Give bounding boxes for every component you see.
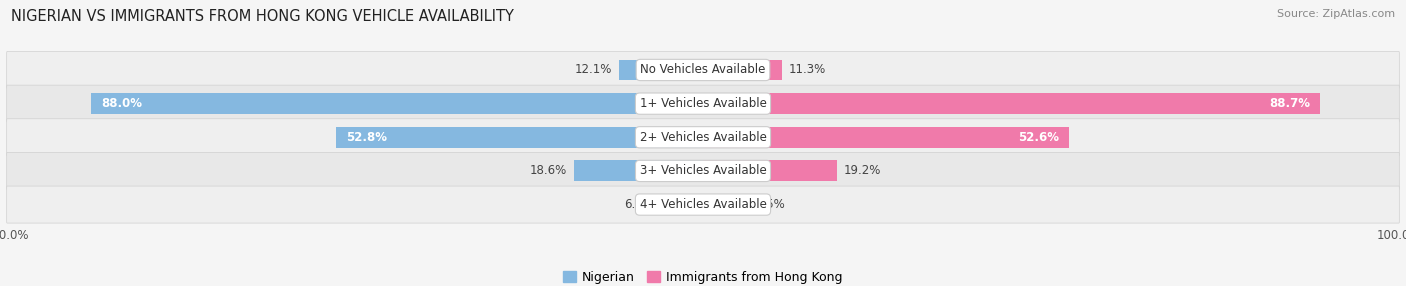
Bar [703, 160, 837, 181]
Bar [703, 93, 1320, 114]
FancyBboxPatch shape [7, 119, 1399, 156]
Bar [661, 194, 703, 215]
Bar [703, 59, 782, 80]
Text: 6.0%: 6.0% [624, 198, 654, 211]
Text: 52.8%: 52.8% [346, 131, 387, 144]
Text: 18.6%: 18.6% [529, 164, 567, 177]
Bar [703, 127, 1069, 148]
Text: 4+ Vehicles Available: 4+ Vehicles Available [640, 198, 766, 211]
Text: 88.7%: 88.7% [1268, 97, 1310, 110]
Text: 52.6%: 52.6% [1018, 131, 1059, 144]
Text: Source: ZipAtlas.com: Source: ZipAtlas.com [1277, 9, 1395, 19]
Legend: Nigerian, Immigrants from Hong Kong: Nigerian, Immigrants from Hong Kong [558, 266, 848, 286]
Bar [90, 93, 703, 114]
Text: 2+ Vehicles Available: 2+ Vehicles Available [640, 131, 766, 144]
Bar [703, 194, 748, 215]
Text: 3+ Vehicles Available: 3+ Vehicles Available [640, 164, 766, 177]
FancyBboxPatch shape [7, 186, 1399, 223]
Bar [336, 127, 703, 148]
Text: 6.5%: 6.5% [755, 198, 785, 211]
Text: 11.3%: 11.3% [789, 63, 825, 76]
Bar [574, 160, 703, 181]
Text: No Vehicles Available: No Vehicles Available [640, 63, 766, 76]
Text: 1+ Vehicles Available: 1+ Vehicles Available [640, 97, 766, 110]
Text: 12.1%: 12.1% [575, 63, 612, 76]
Text: NIGERIAN VS IMMIGRANTS FROM HONG KONG VEHICLE AVAILABILITY: NIGERIAN VS IMMIGRANTS FROM HONG KONG VE… [11, 9, 515, 23]
Bar [619, 59, 703, 80]
FancyBboxPatch shape [7, 152, 1399, 189]
FancyBboxPatch shape [7, 51, 1399, 88]
FancyBboxPatch shape [7, 85, 1399, 122]
Text: 19.2%: 19.2% [844, 164, 882, 177]
Text: 88.0%: 88.0% [101, 97, 142, 110]
